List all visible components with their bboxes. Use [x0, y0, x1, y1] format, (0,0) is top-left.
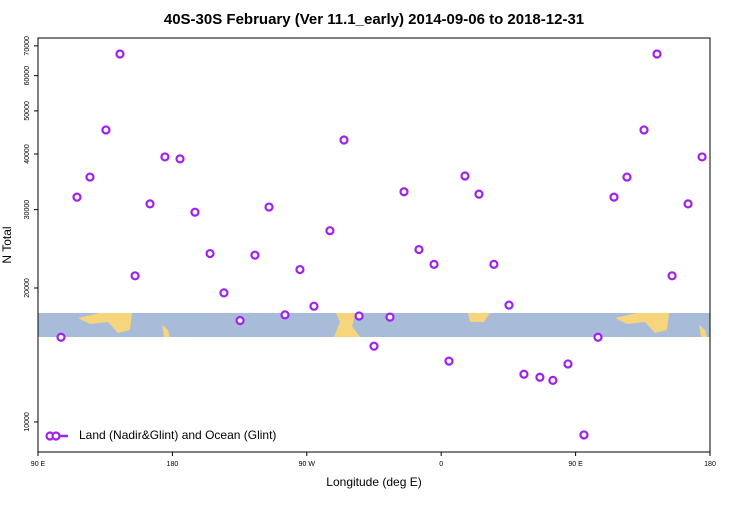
point [190, 207, 200, 217]
point [385, 312, 395, 322]
point [667, 271, 677, 281]
point [474, 189, 484, 199]
point [414, 244, 424, 255]
point [639, 125, 649, 135]
x-tick-label: 90 E [31, 461, 46, 468]
x-tick-label: 90 W [299, 461, 316, 468]
point [130, 271, 140, 281]
point [235, 315, 245, 326]
x-axis-label: Longitude (deg E) [326, 475, 421, 489]
point [579, 430, 589, 440]
point [175, 154, 185, 164]
point [339, 135, 349, 145]
x-tick-label: 0 [439, 461, 443, 468]
point [280, 310, 290, 320]
point [325, 226, 335, 236]
y-tick-label: 60000 [24, 66, 31, 86]
point [309, 301, 319, 311]
point [205, 248, 215, 259]
point [85, 172, 95, 182]
point [145, 199, 155, 209]
x-tick-label: 180 [704, 461, 716, 468]
point [563, 359, 573, 369]
point [369, 341, 379, 351]
x-tick-label: 90 E [568, 461, 583, 468]
point [548, 375, 558, 385]
legend-label: Land (Nadir&Glint) and Ocean (Glint) [79, 428, 276, 442]
point [593, 332, 603, 342]
point [56, 332, 66, 342]
y-tick-label: 30000 [24, 200, 31, 220]
legend-marker [51, 431, 61, 441]
point [535, 372, 545, 382]
point [429, 259, 439, 269]
y-tick-label: 70000 [24, 36, 31, 56]
point [489, 259, 499, 269]
point [697, 152, 707, 162]
y-tick-label: 40000 [24, 144, 31, 164]
point [519, 369, 529, 379]
point [652, 49, 662, 59]
point [264, 202, 274, 212]
point [250, 250, 260, 260]
point [683, 199, 693, 209]
y-tick-label: 50000 [24, 101, 31, 121]
y-tick-label: 10000 [24, 412, 31, 432]
chart-title: 40S-30S February (Ver 11.1_early) 2014-0… [164, 11, 584, 28]
point [460, 171, 470, 181]
point [609, 192, 619, 202]
point [295, 264, 305, 275]
plot-frame [37, 37, 711, 453]
point [72, 192, 82, 202]
point [354, 311, 364, 321]
point [444, 356, 454, 366]
x-tick-label: 180 [167, 461, 179, 468]
point [399, 187, 409, 197]
point [219, 288, 229, 298]
point [101, 125, 111, 135]
point [115, 49, 125, 59]
map-band [38, 313, 710, 337]
point [160, 152, 170, 162]
point [622, 172, 632, 182]
point [504, 300, 514, 310]
y-tick-label: 20000 [24, 278, 31, 298]
y-axis-label: N Total [0, 226, 14, 263]
